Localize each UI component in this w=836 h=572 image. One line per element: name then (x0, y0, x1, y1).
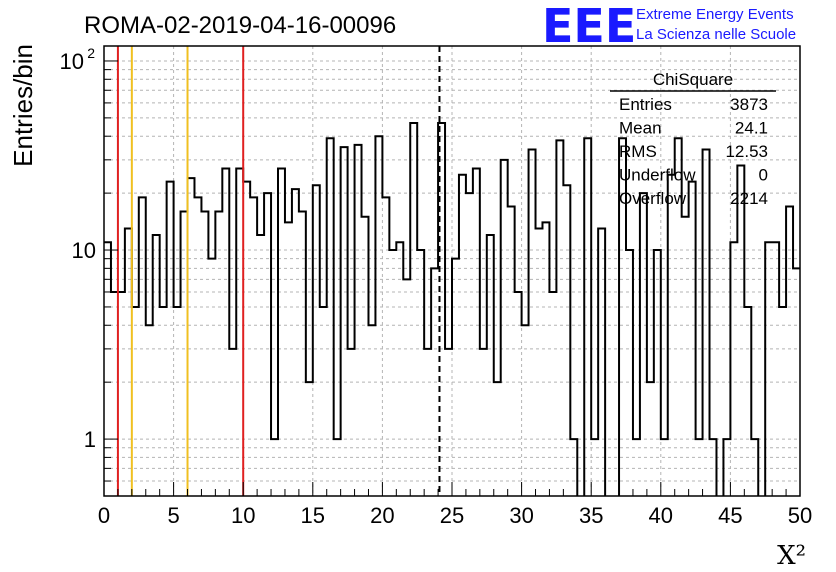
chart-title: ROMA-02-2019-04-16-00096 (84, 12, 396, 39)
stats-title: ChiSquare (653, 70, 733, 89)
y-tick-exponent: 2 (87, 45, 95, 61)
org-line-2: La Scienza nelle Scuole (636, 26, 796, 43)
x-tick-label: 30 (509, 503, 533, 528)
x-tick-label: 40 (649, 503, 673, 528)
y-tick-label: 10 (60, 49, 84, 74)
eee-logo: EEE (542, 0, 636, 53)
x-axis-label: X² (777, 541, 806, 571)
histogram-series (104, 121, 800, 496)
stats-label: Underflow (619, 166, 696, 185)
stats-box: ChiSquare Entries 3873 Mean 24.1 RMS 12.53 Und… (610, 70, 776, 208)
x-tick-label: 35 (579, 503, 603, 528)
stats-value: 3873 (730, 95, 768, 114)
stats-label: RMS (619, 142, 657, 161)
stats-label: Mean (619, 119, 662, 138)
x-tick-label: 50 (788, 503, 812, 528)
x-tick-label: 0 (98, 503, 110, 528)
x-tick-label: 10 (231, 503, 255, 528)
x-tick-label: 45 (718, 503, 742, 528)
x-tick-label: 15 (301, 503, 325, 528)
stats-value: 24.1 (735, 119, 768, 138)
stats-label: Overflow (619, 189, 687, 208)
stats-value: 12.53 (725, 142, 768, 161)
y-tick-label: 10 (72, 238, 96, 263)
x-tick-label: 25 (440, 503, 464, 528)
x-tick-label: 20 (370, 503, 394, 528)
stats-label: Entries (619, 95, 672, 114)
stats-value: 2214 (730, 189, 768, 208)
x-tick-label: 5 (167, 503, 179, 528)
org-line-1: Extreme Energy Events (636, 6, 794, 23)
stats-value: 0 (759, 166, 768, 185)
y-axis-label: Entries/bin (8, 44, 38, 167)
histogram-line (104, 121, 800, 496)
reference-lines (116, 46, 441, 496)
y-tick-label: 1 (84, 427, 96, 452)
